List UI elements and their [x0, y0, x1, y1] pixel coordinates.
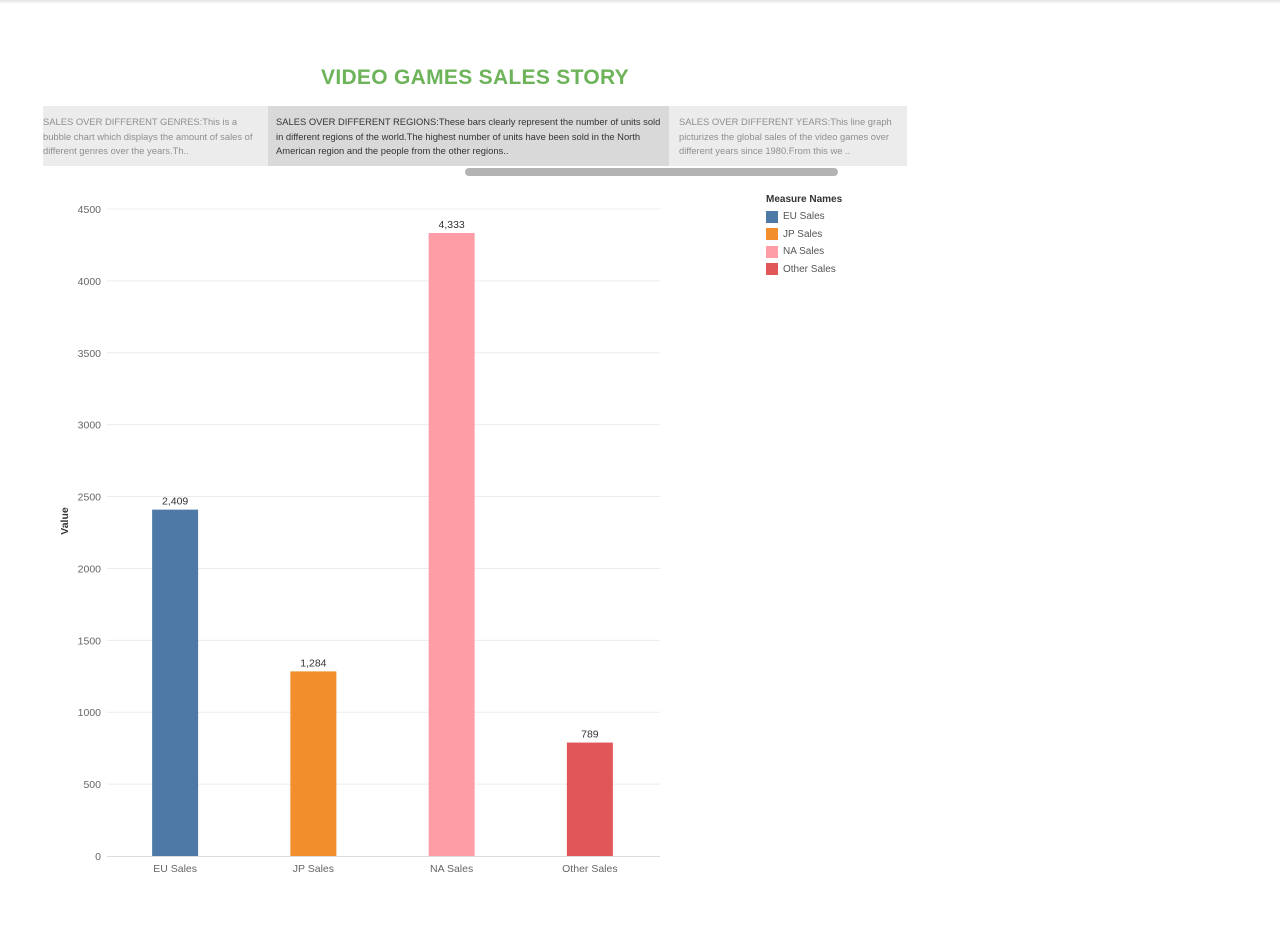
bar-value-label: 4,333 — [438, 219, 464, 231]
legend-item-jp-sales[interactable]: JP Sales — [766, 226, 842, 244]
y-tick-label: 3500 — [78, 348, 102, 360]
story-point-caption: SALES OVER DIFFERENT REGIONS:These bars … — [276, 116, 661, 156]
y-tick-label: 4000 — [78, 276, 102, 288]
legend-title: Measure Names — [766, 194, 843, 205]
story-navigator: SALES OVER DIFFERENT GENRES:This is a bu… — [43, 106, 907, 166]
y-tick-label: 1500 — [78, 635, 102, 647]
x-tick-label: EU Sales — [153, 863, 197, 875]
bars — [152, 233, 613, 857]
x-tick-label: Other Sales — [562, 863, 617, 875]
bar-chart: 2,409 1,284 4,333 789 0 500 1000 1500 2000 2500 3… — [59, 204, 660, 875]
y-tick-label: 2500 — [78, 492, 102, 504]
story-point-caption: SALES OVER DIFFERENT YEARS:This line gra… — [679, 116, 892, 156]
legend-item-eu-sales[interactable]: EU Sales — [766, 208, 842, 226]
legend-swatch — [766, 263, 778, 276]
y-axis-label: Value — [59, 507, 71, 535]
story-point-regions[interactable]: SALES OVER DIFFERENT REGIONS:These bars … — [268, 106, 669, 166]
legend-item-other-sales[interactable]: Other Sales — [766, 261, 842, 279]
x-tick-label: NA Sales — [430, 863, 473, 875]
bar-value-label: 2,409 — [162, 496, 188, 508]
data-labels: 2,409 1,284 4,333 789 — [162, 219, 599, 741]
gridlines — [107, 208, 660, 857]
legend: Measure Names EU Sales JP Sales NA Sales… — [766, 194, 842, 278]
bar-other-sales[interactable] — [566, 742, 613, 856]
story-point-caption: SALES OVER DIFFERENT GENRES:This is a bu… — [43, 116, 253, 156]
story-point-genres[interactable]: SALES OVER DIFFERENT GENRES:This is a bu… — [43, 106, 268, 166]
y-tick-label: 3000 — [78, 420, 102, 432]
story-title: VIDEO GAMES SALES STORY — [321, 66, 629, 89]
bar-value-label: 1,284 — [300, 657, 326, 669]
legend-swatch — [766, 210, 778, 223]
story-point-years[interactable]: SALES OVER DIFFERENT YEARS:This line gra… — [669, 106, 907, 166]
legend-label: Other Sales — [783, 263, 836, 275]
x-tick-label: JP Sales — [293, 863, 334, 875]
legend-swatch — [766, 228, 778, 241]
y-tick-label: 500 — [83, 779, 101, 791]
bar-jp-sales[interactable] — [290, 671, 337, 856]
bar-eu-sales[interactable] — [152, 509, 199, 856]
y-tick-label: 1000 — [78, 707, 102, 719]
y-tick-label: 4500 — [78, 204, 102, 216]
legend-label: EU Sales — [783, 211, 825, 223]
story-navigator-scrollbar[interactable] — [465, 168, 838, 176]
legend-label: NA Sales — [783, 246, 825, 258]
y-tick-label: 0 — [95, 851, 101, 863]
legend-label: JP Sales — [783, 228, 823, 240]
legend-swatch — [766, 245, 778, 258]
window-top-edge — [0, 0, 1280, 4]
legend-item-na-sales[interactable]: NA Sales — [766, 243, 842, 261]
y-tick-label: 2000 — [78, 563, 102, 575]
bar-value-label: 789 — [581, 729, 599, 741]
axis-ticks: 0 500 1000 1500 2000 2500 3000 3500 4000 4500 EU S… — [78, 204, 618, 875]
bar-na-sales[interactable] — [428, 233, 475, 857]
